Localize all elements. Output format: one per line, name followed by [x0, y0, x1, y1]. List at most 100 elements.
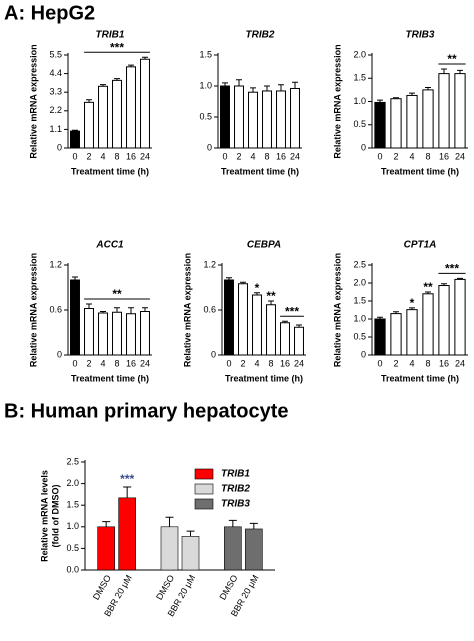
error-bar [250, 87, 256, 93]
error-bar [228, 519, 237, 527]
chart-title: ACC1 [95, 240, 124, 251]
chart-title: TRIB3 [406, 30, 435, 41]
x-tick-label: DMSO [154, 573, 176, 601]
x-tick-label: 24 [455, 358, 465, 368]
error-bar [222, 82, 228, 86]
y-tick-label: 0.0 [66, 564, 79, 574]
y-tick-label: 1.0 [199, 80, 212, 90]
bar [280, 322, 290, 356]
y-tick-label: 0 [57, 142, 62, 152]
x-tick-label: 8 [425, 358, 430, 368]
y-tick-label: 3.3 [49, 87, 62, 97]
error-bar [441, 283, 447, 286]
error-bar [114, 307, 120, 313]
x-tick-label: 2 [86, 358, 91, 368]
error-bar [86, 99, 92, 103]
y-axis-label: Relative mRNA expression [182, 253, 192, 367]
y-tick-label: 0.5 [66, 543, 79, 553]
x-axis-label: Treatment time (h) [71, 166, 149, 176]
significance-label: ** [112, 287, 122, 301]
bar [406, 309, 418, 356]
error-bar [72, 276, 78, 280]
x-tick-label: 24 [140, 358, 150, 368]
y-tick-label: 5.5 [49, 49, 62, 59]
y-tick-label: 2.5 [66, 456, 79, 466]
error-bar [86, 303, 92, 309]
x-tick-label: 2 [393, 358, 398, 368]
error-bar [457, 277, 463, 280]
x-tick-label: 4 [100, 151, 105, 161]
error-bar [100, 311, 106, 313]
error-bar [264, 85, 270, 91]
significance-label: *** [110, 40, 124, 54]
x-tick-label: 16 [439, 358, 449, 368]
x-tick-label: 8 [114, 358, 119, 368]
y-tick-label: 2.0 [353, 49, 366, 59]
x-tick-label: 8 [268, 358, 273, 368]
bar [422, 89, 434, 149]
x-tick-label: 0 [377, 151, 382, 161]
x-tick-label: 24 [455, 151, 465, 161]
y-tick-label: 2.2 [49, 105, 62, 115]
legend-swatch [194, 483, 214, 495]
legend-swatch [194, 498, 214, 510]
error-bar [249, 522, 258, 529]
bar [245, 528, 263, 571]
x-tick-label: 8 [425, 151, 430, 161]
y-tick-label: 1.2 [203, 259, 216, 269]
bar [294, 326, 304, 356]
x-tick-label: 8 [114, 151, 119, 161]
bar [390, 313, 402, 356]
chart-title: TRIB1 [96, 30, 125, 41]
x-tick-label: 2 [86, 151, 91, 161]
bar [406, 94, 418, 149]
x-axis-label: Treatment time (h) [221, 166, 299, 176]
error-bar [393, 97, 399, 99]
bar [438, 73, 450, 149]
bar [390, 98, 402, 149]
bar [276, 90, 286, 149]
error-bar [236, 79, 242, 86]
bar [70, 130, 80, 149]
bar [374, 318, 386, 356]
x-tick-label: 24 [290, 151, 300, 161]
significance-label: *** [285, 304, 299, 318]
x-tick-label: 4 [409, 358, 414, 368]
y-tick-label: 1.5 [353, 73, 366, 83]
y-tick-label: 2.5 [353, 259, 366, 269]
y-tick-label: 0.5 [353, 331, 366, 341]
error-bar [278, 84, 284, 91]
bar [160, 526, 179, 571]
error-bar [123, 486, 132, 498]
y-tick-label: 0.5 [199, 111, 212, 121]
significance-label: *** [445, 261, 459, 275]
bar [181, 536, 200, 571]
significance-label: ** [423, 280, 433, 294]
error-bar [268, 300, 274, 305]
error-bar [409, 92, 415, 96]
legend-swatch [194, 468, 214, 480]
error-bar [102, 521, 111, 527]
x-axis-label: Treatment time (h) [381, 373, 459, 383]
bar [422, 293, 434, 356]
bar [140, 58, 150, 149]
y-tick-label: 1.2 [49, 259, 62, 269]
y-tick-label: 4.4 [49, 68, 62, 78]
error-bar [254, 292, 260, 295]
error-bar [377, 99, 383, 103]
x-tick-label: 24 [294, 358, 304, 368]
bar [112, 311, 122, 356]
error-bar [100, 84, 106, 87]
error-bar [226, 277, 232, 280]
bar [112, 79, 122, 149]
chart-title: CPT1A [404, 240, 437, 251]
error-bar [377, 316, 383, 319]
y-tick-label: 0.6 [203, 304, 216, 314]
significance-label: * [255, 281, 260, 295]
y-tick-label: 2.0 [353, 277, 366, 287]
x-tick-label: 4 [100, 358, 105, 368]
x-tick-label: 16 [126, 151, 136, 161]
error-bar [72, 129, 78, 132]
error-bar [186, 530, 195, 537]
bar [374, 101, 386, 149]
